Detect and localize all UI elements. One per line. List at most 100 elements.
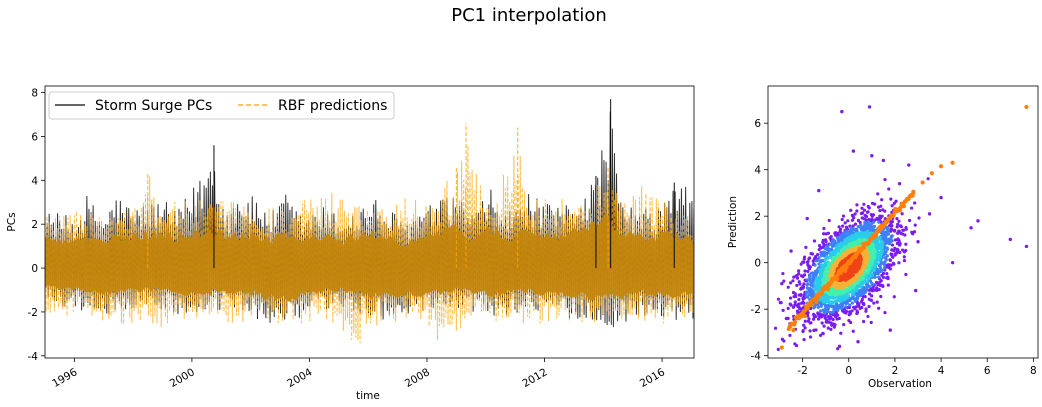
density-point [852,305,856,309]
density-point [867,284,872,288]
scatter-axes-frame [767,85,1039,359]
legend-label-rbf: RBF predictions [278,98,387,114]
density-point [877,306,881,310]
y-tick-label: 6 [31,131,38,143]
time-series-y-axis-label: PCs [6,212,18,231]
density-point [883,209,887,213]
y-tick-label: 0 [754,258,761,270]
density-point [789,303,793,307]
density-point [797,297,801,302]
x-tick-label: 4 [938,365,945,377]
scatter-x-ticks: -2 0 2 4 6 8 [797,358,1037,377]
density-point [853,212,857,216]
density-point [895,225,899,229]
x-tick-label: 1996 [50,366,79,390]
density-point [821,331,825,335]
outlier-point [870,154,874,158]
y-tick-label: -4 [28,351,39,363]
x-tick-label: 2008 [403,366,432,390]
density-point [853,222,858,226]
density-point [897,261,901,265]
density-point [780,337,784,341]
density-point [862,319,866,324]
outlier-point [856,340,860,344]
density-point [793,303,797,307]
density-point [808,329,812,333]
scatter-y-axis-label: Prediction [727,196,739,248]
density-point [820,321,824,325]
density-point [813,263,817,267]
density-point [841,214,846,218]
density-point [822,226,826,231]
outlier-point [837,344,842,349]
x-tick-label: 2012 [520,366,549,390]
fit-point-dense [819,291,824,296]
density-point [806,295,810,299]
density-point [836,297,840,301]
outlier-point [939,195,943,200]
density-point [832,325,836,329]
time-series-x-axis-label: time [356,390,380,402]
density-point [807,256,812,260]
density-point [799,293,803,297]
time-series-axes-frame [44,85,695,359]
density-point [824,239,828,244]
x-tick-label: 2016 [638,366,667,390]
fit-point-dense [862,245,867,250]
density-point [890,248,894,252]
density-point [894,199,898,203]
density-point [850,309,854,313]
x-tick-label: 8 [1030,365,1037,377]
legend-frame [48,91,395,120]
x-tick-label: 0 [845,365,852,377]
density-point [878,266,883,270]
density-point [807,317,811,321]
fit-point-dense [891,213,896,218]
density-point [853,297,857,301]
density-point [843,221,847,225]
outlier-point [897,181,902,186]
density-point [877,275,881,279]
density-point [883,178,887,182]
density-point [832,322,836,326]
density-point [795,309,800,313]
fit-point-dense [793,320,798,325]
density-point [826,231,831,235]
density-point [864,309,868,313]
density-point [776,347,780,351]
density-point [876,192,880,196]
y-tick-label: -2 [28,307,38,319]
density-point [840,217,844,222]
outlier-point [927,212,932,216]
density-point [807,267,812,271]
scatter-plot-area [768,86,1038,358]
density-point [788,296,793,300]
density-point [852,216,856,220]
y-tick-label: 2 [754,211,761,223]
density-point [818,333,823,337]
fit-point-dense [873,233,878,238]
density-point [842,323,846,327]
fit-point-dense [805,306,810,311]
density-point [801,285,806,289]
outlier-point [867,105,872,109]
density-point [867,288,871,292]
density-point [817,262,821,266]
density-point [855,309,859,313]
density-point [879,231,884,235]
density-point [880,273,884,277]
outlier-point [1008,237,1013,242]
density-point [826,256,830,260]
density-point [855,203,859,207]
density-point [781,308,785,312]
density-point [895,217,899,221]
outlier-point [950,260,955,265]
density-point [901,228,905,232]
density-point [913,201,917,205]
time-series-y-ticks: -4 -2 0 2 4 6 8 [28,88,45,363]
outlier-point [916,240,920,244]
density-point [904,227,908,231]
density-point [836,347,840,351]
density-point [862,208,867,212]
density-point [822,232,826,236]
